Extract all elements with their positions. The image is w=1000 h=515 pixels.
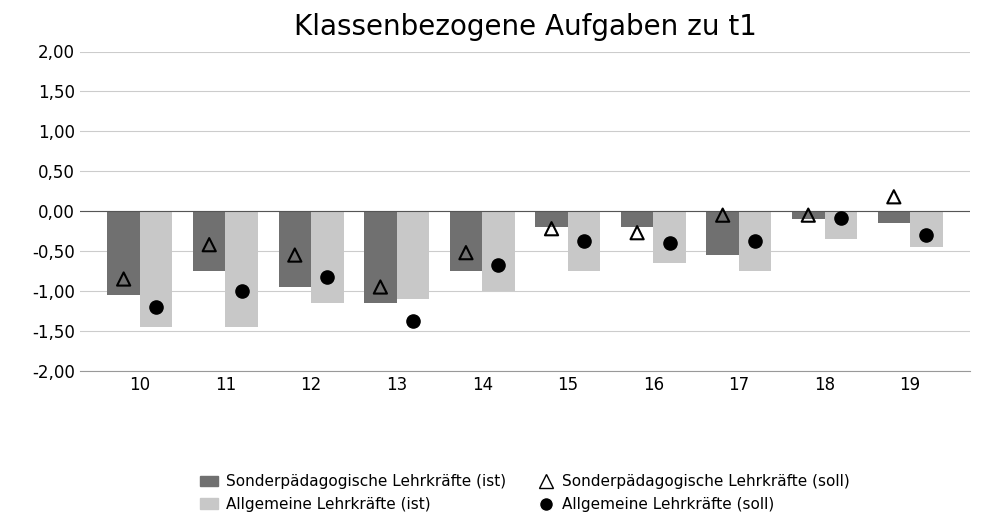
- Sonderpädagogische Lehrkräfte (soll): [116, 275, 132, 283]
- Bar: [739, 211, 771, 271]
- Allgemeine Lehrkräfte (soll): [918, 231, 934, 239]
- Bar: [225, 211, 258, 327]
- Allgemeine Lehrkräfte (soll): [490, 261, 506, 269]
- Bar: [140, 211, 172, 327]
- Sonderpädagogische Lehrkräfte (soll): [800, 211, 816, 219]
- Bar: [364, 211, 397, 303]
- Bar: [706, 211, 739, 255]
- Bar: [878, 211, 910, 223]
- Bar: [568, 211, 600, 271]
- Bar: [450, 211, 482, 271]
- Bar: [193, 211, 225, 271]
- Title: Klassenbezogene Aufgaben zu t1: Klassenbezogene Aufgaben zu t1: [294, 13, 756, 41]
- Bar: [397, 211, 429, 299]
- Sonderpädagogische Lehrkräfte (soll): [287, 251, 303, 259]
- Bar: [311, 211, 344, 303]
- Allgemeine Lehrkräfte (soll): [833, 213, 849, 221]
- Sonderpädagogische Lehrkräfte (soll): [886, 193, 902, 201]
- Allgemeine Lehrkräfte (soll): [319, 272, 335, 281]
- Bar: [910, 211, 943, 247]
- Sonderpädagogische Lehrkräfte (soll): [629, 229, 645, 237]
- Allgemeine Lehrkräfte (soll): [576, 237, 592, 246]
- Bar: [535, 211, 568, 227]
- Sonderpädagogische Lehrkräfte (soll): [372, 283, 388, 291]
- Allgemeine Lehrkräfte (soll): [747, 237, 763, 246]
- Bar: [482, 211, 515, 291]
- Bar: [653, 211, 686, 263]
- Bar: [107, 211, 140, 295]
- Bar: [825, 211, 857, 239]
- Sonderpädagogische Lehrkräfte (soll): [544, 225, 560, 233]
- Sonderpädagogische Lehrkräfte (soll): [201, 241, 217, 249]
- Bar: [621, 211, 653, 227]
- Sonderpädagogische Lehrkräfte (soll): [458, 249, 474, 257]
- Sonderpädagogische Lehrkräfte (soll): [715, 211, 731, 219]
- Legend: Sonderpädagogische Lehrkräfte (ist), Allgemeine Lehrkräfte (ist), Sonderpädagogi: Sonderpädagogische Lehrkräfte (ist), All…: [200, 474, 850, 512]
- Allgemeine Lehrkräfte (soll): [234, 287, 250, 295]
- Bar: [279, 211, 311, 287]
- Allgemeine Lehrkräfte (soll): [148, 303, 164, 311]
- Allgemeine Lehrkräfte (soll): [662, 239, 678, 247]
- Bar: [792, 211, 825, 219]
- Allgemeine Lehrkräfte (soll): [405, 317, 421, 325]
